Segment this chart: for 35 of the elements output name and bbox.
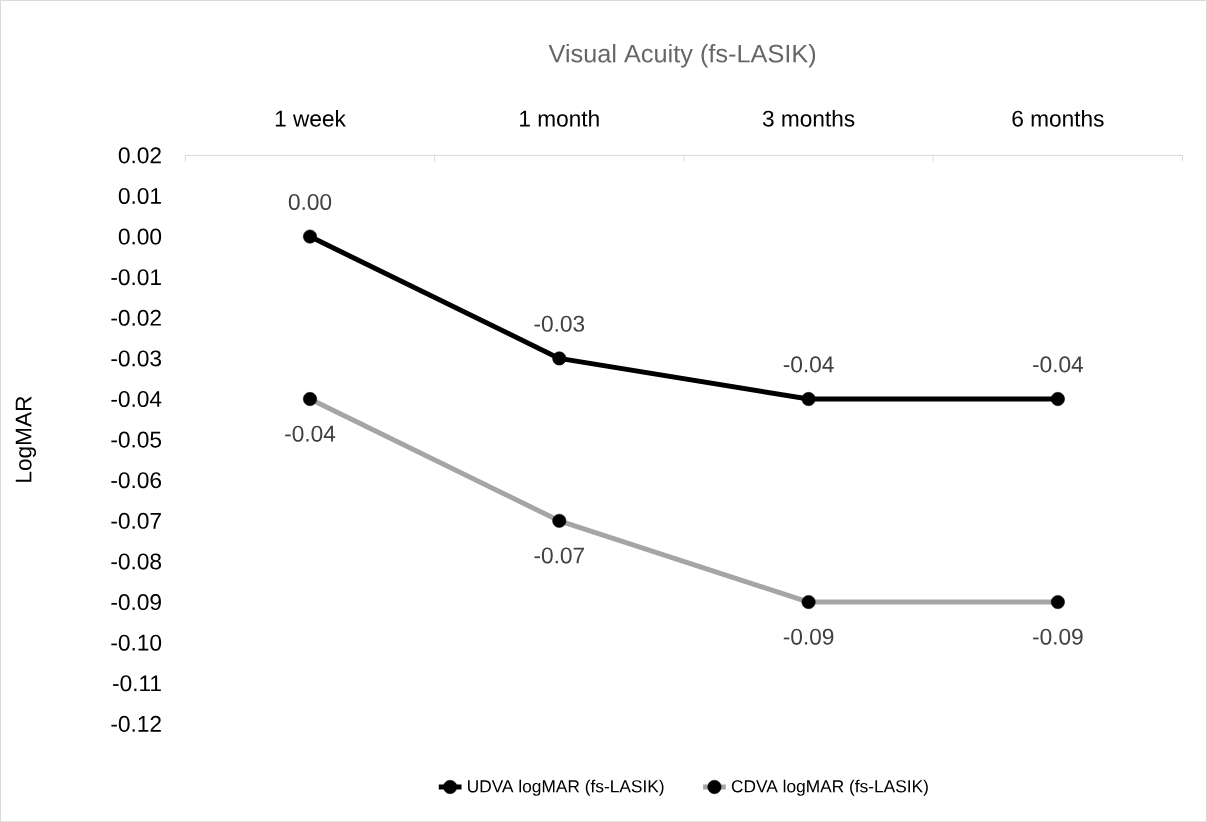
x-tick-label: 1 week (275, 109, 346, 127)
point (1050, 391, 1065, 406)
data-label: -0.09 (783, 628, 834, 645)
x-tick-label: 3 months (762, 109, 855, 127)
y-tick-label: -0.12 (111, 715, 161, 732)
legend-label: UDVA logMAR (fs-LASIK) (468, 779, 664, 796)
y-tick-label: -0.01 (111, 269, 161, 286)
y-tick-label: -0.03 (111, 350, 161, 367)
point (303, 229, 317, 244)
y-tick-label: -0.02 (111, 309, 161, 326)
y-axis-title: LogMAR (15, 396, 37, 482)
y-tick-label: -0.11 (113, 675, 161, 692)
y-tick-label: -0.06 (111, 472, 161, 489)
data-label: -0.03 (534, 315, 585, 332)
y-tick-label: -0.07 (111, 512, 161, 529)
y-tick-label: 0.00 (118, 228, 162, 245)
y-tick-label: -0.08 (111, 553, 162, 570)
y-tick-label: -0.10 (111, 634, 162, 651)
point (801, 391, 816, 406)
x-tick-label: 6 months (1012, 109, 1104, 127)
data-label: -0.07 (534, 547, 584, 564)
point (552, 351, 567, 366)
data-label: -0.04 (783, 356, 834, 373)
data-label: 0.00 (288, 193, 332, 210)
x-tick-label: 1 month (520, 109, 599, 127)
y-tick-label: -0.09 (111, 593, 161, 610)
y-tick-label: -0.05 (111, 431, 162, 448)
y-tick-label: 0.01 (118, 187, 161, 204)
data-label: -0.04 (285, 425, 336, 442)
y-tick-label: 0.02 (118, 147, 161, 164)
data-label: -0.09 (1033, 628, 1083, 645)
data-label: -0.04 (1033, 356, 1084, 373)
y-tick-label: -0.04 (111, 390, 162, 407)
chart-title: Visual Acuity (fs-LASIK) (548, 43, 816, 68)
legend-label: CDVA logMAR (fs-LASIK) (731, 779, 928, 796)
